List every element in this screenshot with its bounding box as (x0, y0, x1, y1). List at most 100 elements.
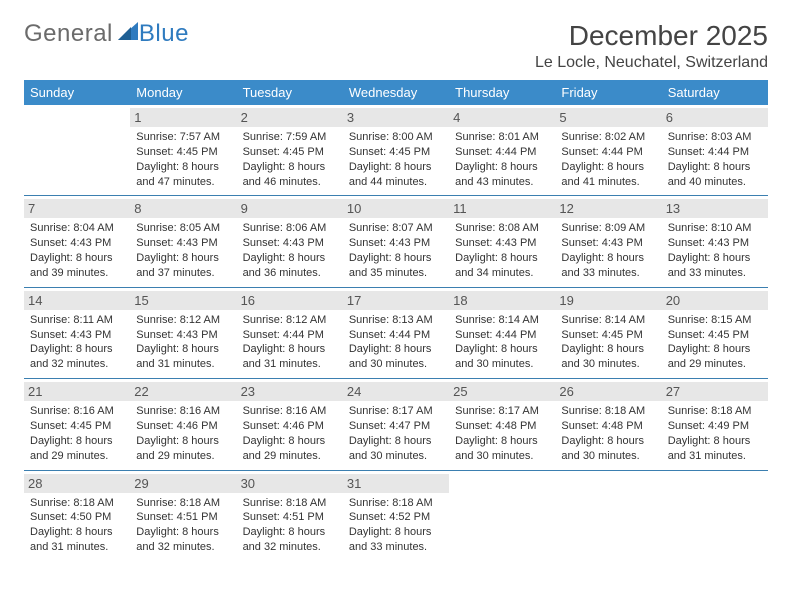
calendar-day-cell: 3Sunrise: 8:00 AMSunset: 4:45 PMDaylight… (343, 105, 449, 195)
day-info: Sunrise: 8:07 AMSunset: 4:43 PMDaylight:… (349, 221, 443, 280)
day-info: Sunrise: 8:18 AMSunset: 4:48 PMDaylight:… (561, 404, 655, 463)
calendar-day-cell: 21Sunrise: 8:16 AMSunset: 4:45 PMDayligh… (24, 379, 130, 469)
sunrise-text: Sunrise: 8:11 AM (30, 313, 124, 328)
day-number: 17 (343, 291, 449, 310)
day-info: Sunrise: 8:18 AMSunset: 4:49 PMDaylight:… (668, 404, 762, 463)
calendar-day-cell: 16Sunrise: 8:12 AMSunset: 4:44 PMDayligh… (237, 288, 343, 378)
sunset-text: Sunset: 4:43 PM (136, 328, 230, 343)
daylight-text: Daylight: 8 hours and 33 minutes. (668, 251, 762, 281)
day-info: Sunrise: 8:15 AMSunset: 4:45 PMDaylight:… (668, 313, 762, 372)
sunset-text: Sunset: 4:48 PM (455, 419, 549, 434)
sunset-text: Sunset: 4:43 PM (243, 236, 337, 251)
sunrise-text: Sunrise: 8:16 AM (243, 404, 337, 419)
sunset-text: Sunset: 4:52 PM (349, 510, 443, 525)
day-info: Sunrise: 8:04 AMSunset: 4:43 PMDaylight:… (30, 221, 124, 280)
calendar-day-cell: 12Sunrise: 8:09 AMSunset: 4:43 PMDayligh… (555, 196, 661, 286)
daylight-text: Daylight: 8 hours and 31 minutes. (30, 525, 124, 555)
weekday-header: Thursday (449, 80, 555, 105)
weekday-header: Saturday (662, 80, 768, 105)
day-number: 18 (449, 291, 555, 310)
calendar-day-cell: 22Sunrise: 8:16 AMSunset: 4:46 PMDayligh… (130, 379, 236, 469)
day-number: 1 (130, 108, 236, 127)
calendar-day-cell: 24Sunrise: 8:17 AMSunset: 4:47 PMDayligh… (343, 379, 449, 469)
daylight-text: Daylight: 8 hours and 30 minutes. (349, 434, 443, 464)
day-number: 27 (662, 382, 768, 401)
daylight-text: Daylight: 8 hours and 40 minutes. (668, 160, 762, 190)
calendar-day-cell: 4Sunrise: 8:01 AMSunset: 4:44 PMDaylight… (449, 105, 555, 195)
day-info: Sunrise: 8:05 AMSunset: 4:43 PMDaylight:… (136, 221, 230, 280)
sunset-text: Sunset: 4:45 PM (349, 145, 443, 160)
daylight-text: Daylight: 8 hours and 29 minutes. (243, 434, 337, 464)
day-info: Sunrise: 7:57 AMSunset: 4:45 PMDaylight:… (136, 130, 230, 189)
sunset-text: Sunset: 4:46 PM (136, 419, 230, 434)
calendar-day-cell: 17 Sunrise: 8:13 AMSunset: 4:44 PMDayligh… (343, 288, 449, 378)
day-info: Sunrise: 8:12 AMSunset: 4:43 PMDaylight:… (136, 313, 230, 372)
daylight-text: Daylight: 8 hours and 32 minutes. (30, 342, 124, 372)
sunrise-text: Sunrise: 8:04 AM (30, 221, 124, 236)
sunrise-text: Sunrise: 8:00 AM (349, 130, 443, 145)
sunset-text: Sunset: 4:51 PM (136, 510, 230, 525)
daylight-text: Daylight: 8 hours and 29 minutes. (136, 434, 230, 464)
calendar-day-cell: 26Sunrise: 8:18 AMSunset: 4:48 PMDayligh… (555, 379, 661, 469)
day-info: Sunrise: 8:14 AMSunset: 4:44 PMDaylight:… (455, 313, 549, 372)
day-number: 4 (449, 108, 555, 127)
day-info: Sunrise: 8:10 AMSunset: 4:43 PMDaylight:… (668, 221, 762, 280)
daylight-text: Daylight: 8 hours and 31 minutes. (668, 434, 762, 464)
calendar-day-cell: 10Sunrise: 8:07 AMSunset: 4:43 PMDayligh… (343, 196, 449, 286)
sunrise-text: Sunrise: 7:57 AM (136, 130, 230, 145)
day-number: 19 (555, 291, 661, 310)
daylight-text: Daylight: 8 hours and 29 minutes. (30, 434, 124, 464)
daylight-text: Daylight: 8 hours and 29 minutes. (668, 342, 762, 372)
sunset-text: Sunset: 4:43 PM (136, 236, 230, 251)
sunrise-text: Sunrise: 8:09 AM (561, 221, 655, 236)
weekday-header: Sunday (24, 80, 130, 105)
day-number: 14 (24, 291, 130, 310)
daylight-text: Daylight: 8 hours and 30 minutes. (349, 342, 443, 372)
day-info: Sunrise: 8:00 AMSunset: 4:45 PMDaylight:… (349, 130, 443, 189)
brand-sail-icon (117, 20, 139, 48)
daylight-text: Daylight: 8 hours and 46 minutes. (243, 160, 337, 190)
day-info: Sunrise: 8:13 AMSunset: 4:44 PMDaylight:… (349, 313, 443, 372)
sunset-text: Sunset: 4:44 PM (455, 328, 549, 343)
sunset-text: Sunset: 4:45 PM (243, 145, 337, 160)
sunrise-text: Sunrise: 8:18 AM (30, 496, 124, 511)
calendar-day-cell: 18 Sunrise: 8:14 AMSunset: 4:44 PMDayligh… (449, 288, 555, 378)
calendar-week-row: 28 Sunrise: 8:18 AMSunset: 4:50 PMDayligh… (24, 470, 768, 561)
calendar-day-cell: 13Sunrise: 8:10 AMSunset: 4:43 PMDayligh… (662, 196, 768, 286)
calendar-day-cell: 23 Sunrise: 8:16 AMSunset: 4:46 PMDayligh… (237, 379, 343, 469)
sunrise-text: Sunrise: 8:18 AM (561, 404, 655, 419)
sunrise-text: Sunrise: 8:01 AM (455, 130, 549, 145)
calendar-page: General Blue December 2025 Le Locle, Neu… (0, 0, 792, 581)
calendar-week-row: 7Sunrise: 8:04 AMSunset: 4:43 PMDaylight… (24, 195, 768, 286)
daylight-text: Daylight: 8 hours and 44 minutes. (349, 160, 443, 190)
day-info: Sunrise: 8:18 AMSunset: 4:52 PMDaylight:… (349, 496, 443, 555)
sunrise-text: Sunrise: 8:16 AM (30, 404, 124, 419)
calendar-day-cell: 27 Sunrise: 8:18 AMSunset: 4:49 PMDayligh… (662, 379, 768, 469)
day-info: Sunrise: 8:03 AMSunset: 4:44 PMDaylight:… (668, 130, 762, 189)
calendar-day-cell: 15Sunrise: 8:12 AMSunset: 4:43 PMDayligh… (130, 288, 236, 378)
sunset-text: Sunset: 4:44 PM (455, 145, 549, 160)
sunrise-text: Sunrise: 8:14 AM (455, 313, 549, 328)
day-number: 11 (449, 199, 555, 218)
daylight-text: Daylight: 8 hours and 30 minutes. (455, 434, 549, 464)
sunset-text: Sunset: 4:46 PM (243, 419, 337, 434)
sunrise-text: Sunrise: 8:18 AM (668, 404, 762, 419)
calendar-day-cell: 9Sunrise: 8:06 AMSunset: 4:43 PMDaylight… (237, 196, 343, 286)
calendar-day-cell: 6Sunrise: 8:03 AMSunset: 4:44 PMDaylight… (662, 105, 768, 195)
day-info: Sunrise: 8:16 AMSunset: 4:46 PMDaylight:… (136, 404, 230, 463)
day-number: 23 (237, 382, 343, 401)
sunset-text: Sunset: 4:51 PM (243, 510, 337, 525)
sunrise-text: Sunrise: 8:17 AM (455, 404, 549, 419)
day-info: Sunrise: 8:18 AMSunset: 4:51 PMDaylight:… (243, 496, 337, 555)
calendar-day-cell: 25Sunrise: 8:17 AMSunset: 4:48 PMDayligh… (449, 379, 555, 469)
day-info: Sunrise: 8:17 AMSunset: 4:48 PMDaylight:… (455, 404, 549, 463)
calendar-day-cell: 28 Sunrise: 8:18 AMSunset: 4:50 PMDayligh… (24, 471, 130, 561)
brand-word-2: Blue (139, 20, 189, 48)
day-number: 9 (237, 199, 343, 218)
weekday-header: Friday (555, 80, 661, 105)
page-subtitle: Le Locle, Neuchatel, Switzerland (535, 54, 768, 72)
daylight-text: Daylight: 8 hours and 32 minutes. (243, 525, 337, 555)
day-number: 28 (24, 474, 130, 493)
day-info: Sunrise: 8:18 AMSunset: 4:50 PMDaylight:… (30, 496, 124, 555)
daylight-text: Daylight: 8 hours and 32 minutes. (136, 525, 230, 555)
